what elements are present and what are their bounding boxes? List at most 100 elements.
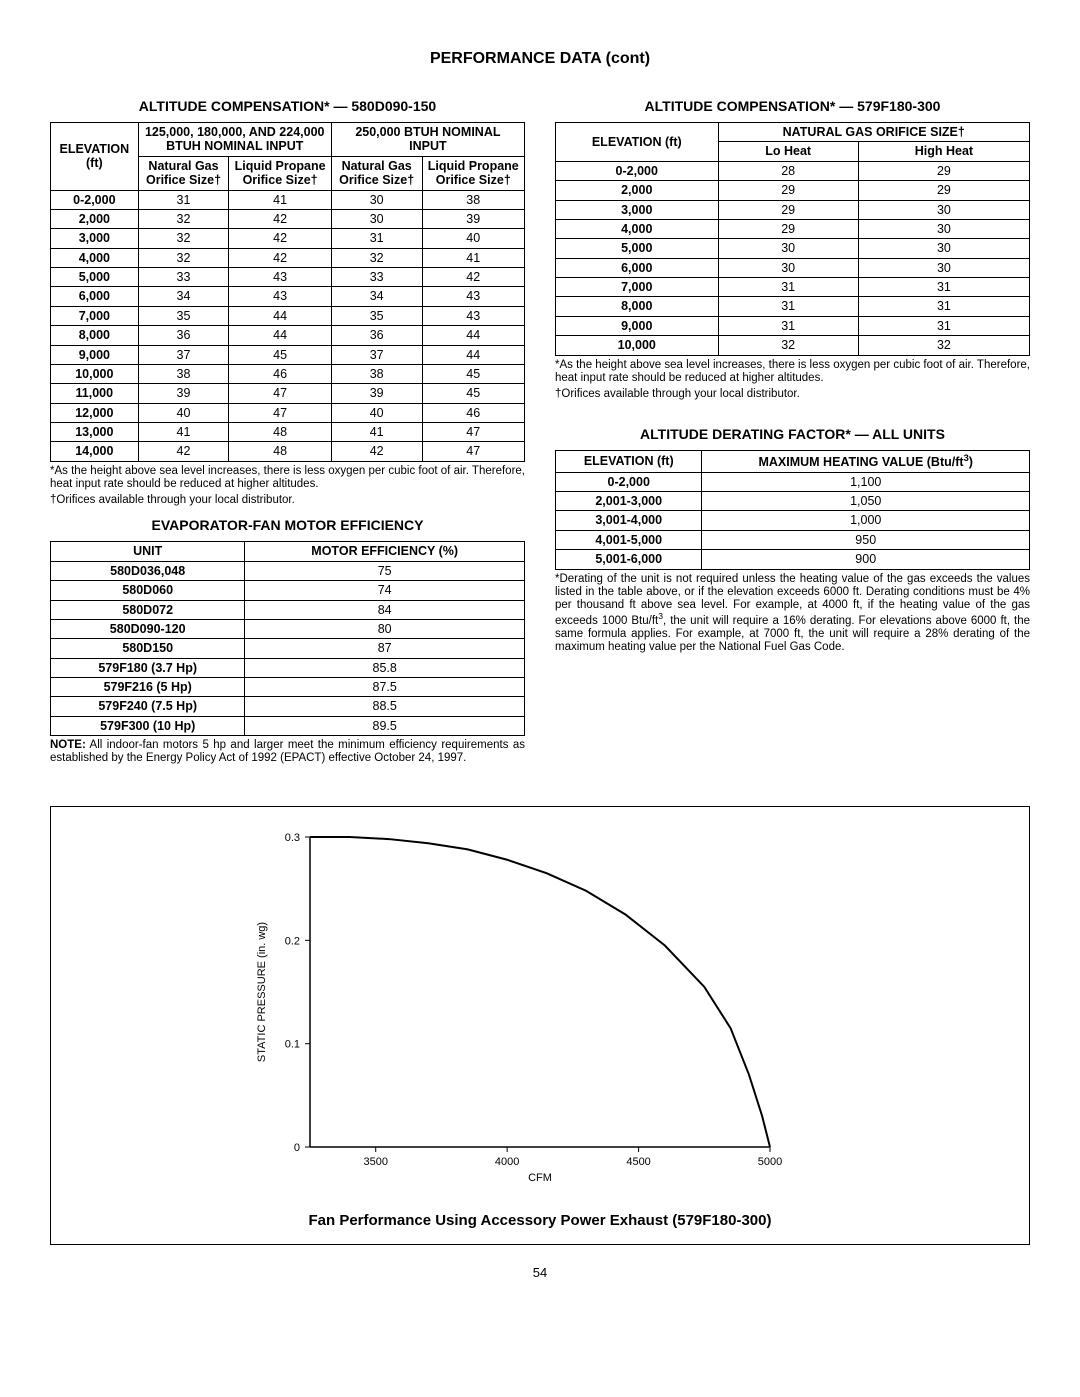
table-row: 579F180 (3.7 Hp)85.8 (51, 658, 525, 677)
table-cell: 8,000 (51, 326, 139, 345)
table-row: 4,00032423241 (51, 248, 525, 267)
table-cell: 2,000 (556, 181, 719, 200)
svg-text:0.2: 0.2 (285, 935, 300, 947)
table-row: 13,00041484147 (51, 423, 525, 442)
col-natgas-2: Natural Gas Orifice Size† (331, 156, 422, 190)
table-cell: 0-2,000 (556, 161, 719, 180)
table-cell: 9,000 (51, 345, 139, 364)
table-cell: 7,000 (51, 306, 139, 325)
table-cell: 29 (718, 200, 858, 219)
altitude-579f-table: ELEVATION (ft) NATURAL GAS ORIFICE SIZE†… (555, 122, 1030, 356)
altitude-580d-foot2: †Orifices available through your local d… (50, 494, 525, 507)
table-cell: 30 (858, 219, 1029, 238)
table-cell: 4,000 (51, 248, 139, 267)
altitude-580d-foot1: *As the height above sea level increases… (50, 465, 525, 491)
col-group2: 250,000 BTUH NOMINAL INPUT (331, 123, 524, 157)
table-cell: 579F216 (5 Hp) (51, 678, 245, 697)
altitude-580d-heading: ALTITUDE COMPENSATION* — 580D090-150 (50, 98, 525, 114)
table-cell: 14,000 (51, 442, 139, 461)
table-cell: 31 (718, 278, 858, 297)
table-row: 5,001-6,000900 (556, 550, 1030, 569)
table-cell: 40 (331, 403, 422, 422)
table-cell: 80 (245, 619, 525, 638)
table-cell: 0-2,000 (556, 472, 702, 491)
table-row: 4,0002930 (556, 219, 1030, 238)
svg-text:0: 0 (294, 1142, 300, 1154)
table-cell: 40 (138, 403, 229, 422)
table-cell: 31 (718, 297, 858, 316)
table-cell: 31 (858, 297, 1029, 316)
evap-table: UNIT MOTOR EFFICIENCY (%) 580D036,048755… (50, 541, 525, 736)
table-cell: 29 (718, 181, 858, 200)
table-cell: 31 (858, 278, 1029, 297)
table-cell: 580D072 (51, 600, 245, 619)
table-cell: 74 (245, 581, 525, 600)
table-cell: 3,000 (556, 200, 719, 219)
svg-text:CFM: CFM (528, 1172, 552, 1184)
col-elevation-d: ELEVATION (ft) (556, 451, 702, 473)
table-cell: 37 (138, 345, 229, 364)
note-text: All indoor-fan motors 5 hp and larger me… (50, 739, 525, 764)
table-row: 0-2,0001,100 (556, 472, 1030, 491)
table-cell: 30 (718, 258, 858, 277)
table-cell: 3,001-4,000 (556, 511, 702, 530)
svg-text:4500: 4500 (626, 1156, 650, 1168)
altitude-580d-table: ELEVATION (ft) 125,000, 180,000, AND 224… (50, 122, 525, 462)
page-title: PERFORMANCE DATA (cont) (50, 50, 1030, 68)
table-cell: 32 (331, 248, 422, 267)
table-cell: 580D150 (51, 639, 245, 658)
table-cell: 34 (331, 287, 422, 306)
table-cell: 580D090-120 (51, 619, 245, 638)
table-cell: 30 (718, 239, 858, 258)
table-cell: 31 (858, 316, 1029, 335)
table-cell: 39 (422, 209, 524, 228)
table-cell: 34 (138, 287, 229, 306)
table-row: 6,0003030 (556, 258, 1030, 277)
table-row: 14,00042484247 (51, 442, 525, 461)
table-row: 3,00032423140 (51, 229, 525, 248)
note-label: NOTE: (50, 739, 86, 751)
table-row: 579F300 (10 Hp)89.5 (51, 716, 525, 735)
table-cell: 43 (422, 287, 524, 306)
derating-heading: ALTITUDE DERATING FACTOR* — ALL UNITS (555, 426, 1030, 442)
col-group1: 125,000, 180,000, AND 224,000 BTUH NOMIN… (138, 123, 331, 157)
altitude-579f-heading: ALTITUDE COMPENSATION* — 579F180-300 (555, 98, 1030, 114)
two-column-layout: ALTITUDE COMPENSATION* — 580D090-150 ELE… (50, 88, 1030, 766)
table-cell: 4,001-5,000 (556, 530, 702, 549)
table-cell: 48 (229, 442, 331, 461)
col-natgas-1: Natural Gas Orifice Size† (138, 156, 229, 190)
table-cell: 32 (858, 336, 1029, 355)
table-cell: 7,000 (556, 278, 719, 297)
table-cell: 12,000 (51, 403, 139, 422)
table-cell: 41 (138, 423, 229, 442)
col-unit: UNIT (51, 542, 245, 561)
table-row: 580D090-12080 (51, 619, 525, 638)
table-row: 7,0003131 (556, 278, 1030, 297)
table-cell: 43 (229, 287, 331, 306)
table-cell: 44 (422, 345, 524, 364)
table-cell: 84 (245, 600, 525, 619)
table-cell: 41 (331, 423, 422, 442)
table-cell: 44 (229, 306, 331, 325)
svg-text:5000: 5000 (758, 1156, 782, 1168)
table-cell: 6,000 (51, 287, 139, 306)
table-cell: 45 (422, 384, 524, 403)
table-row: 579F240 (7.5 Hp)88.5 (51, 697, 525, 716)
table-cell: 580D036,048 (51, 561, 245, 580)
table-cell: 46 (422, 403, 524, 422)
table-row: 3,0002930 (556, 200, 1030, 219)
table-cell: 39 (331, 384, 422, 403)
table-row: 6,00034433443 (51, 287, 525, 306)
table-cell: 42 (331, 442, 422, 461)
table-cell: 31 (331, 229, 422, 248)
table-cell: 8,000 (556, 297, 719, 316)
table-cell: 41 (229, 190, 331, 209)
table-cell: 47 (422, 423, 524, 442)
table-cell: 43 (229, 268, 331, 287)
evap-note: NOTE: All indoor-fan motors 5 hp and lar… (50, 739, 525, 765)
table-cell: 2,000 (51, 209, 139, 228)
table-row: 3,001-4,0001,000 (556, 511, 1030, 530)
table-cell: 32 (138, 209, 229, 228)
table-row: 8,00036443644 (51, 326, 525, 345)
table-cell: 10,000 (556, 336, 719, 355)
